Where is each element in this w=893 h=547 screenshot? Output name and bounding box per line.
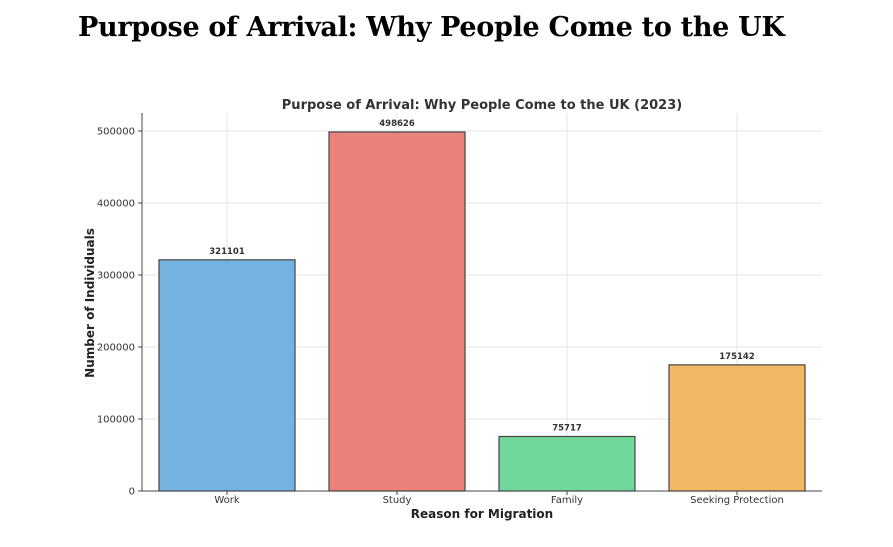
y-tick-label: 100000	[97, 415, 135, 426]
data-label: 175142	[719, 352, 755, 362]
axes	[138, 113, 822, 495]
bar-family	[498, 435, 636, 492]
labels: 0 100000 200000 300000 400000 500000 321101 Wor…	[97, 119, 784, 506]
y-tick-label: 200000	[97, 343, 135, 354]
page-heading: Purpose of Arrival: Why People Come to t…	[78, 12, 785, 43]
data-label: 321101	[209, 247, 245, 257]
bar-work	[158, 259, 296, 492]
y-tick-label: 0	[129, 487, 135, 498]
y-tick-label: 500000	[97, 127, 135, 138]
x-tick-label: Work	[214, 495, 240, 506]
data-label: 498626	[379, 119, 415, 129]
data-label: 75717	[552, 423, 582, 433]
y-axis-label: Number of Individuals	[83, 228, 97, 378]
bars	[158, 131, 806, 492]
bar-study	[328, 131, 466, 492]
y-tick-label: 300000	[97, 271, 135, 282]
x-tick-label: Family	[551, 495, 583, 506]
chart-title: Purpose of Arrival: Why People Come to t…	[282, 98, 682, 113]
x-tick-label: Seeking Protection	[690, 495, 784, 506]
x-axis-label: Reason for Migration	[411, 507, 553, 521]
x-tick-label: Study	[383, 495, 412, 506]
bar-seeking-protection	[668, 364, 806, 492]
y-tick-label: 400000	[97, 199, 135, 210]
